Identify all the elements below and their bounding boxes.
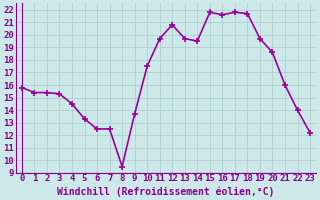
X-axis label: Windchill (Refroidissement éolien,°C): Windchill (Refroidissement éolien,°C) (57, 186, 275, 197)
